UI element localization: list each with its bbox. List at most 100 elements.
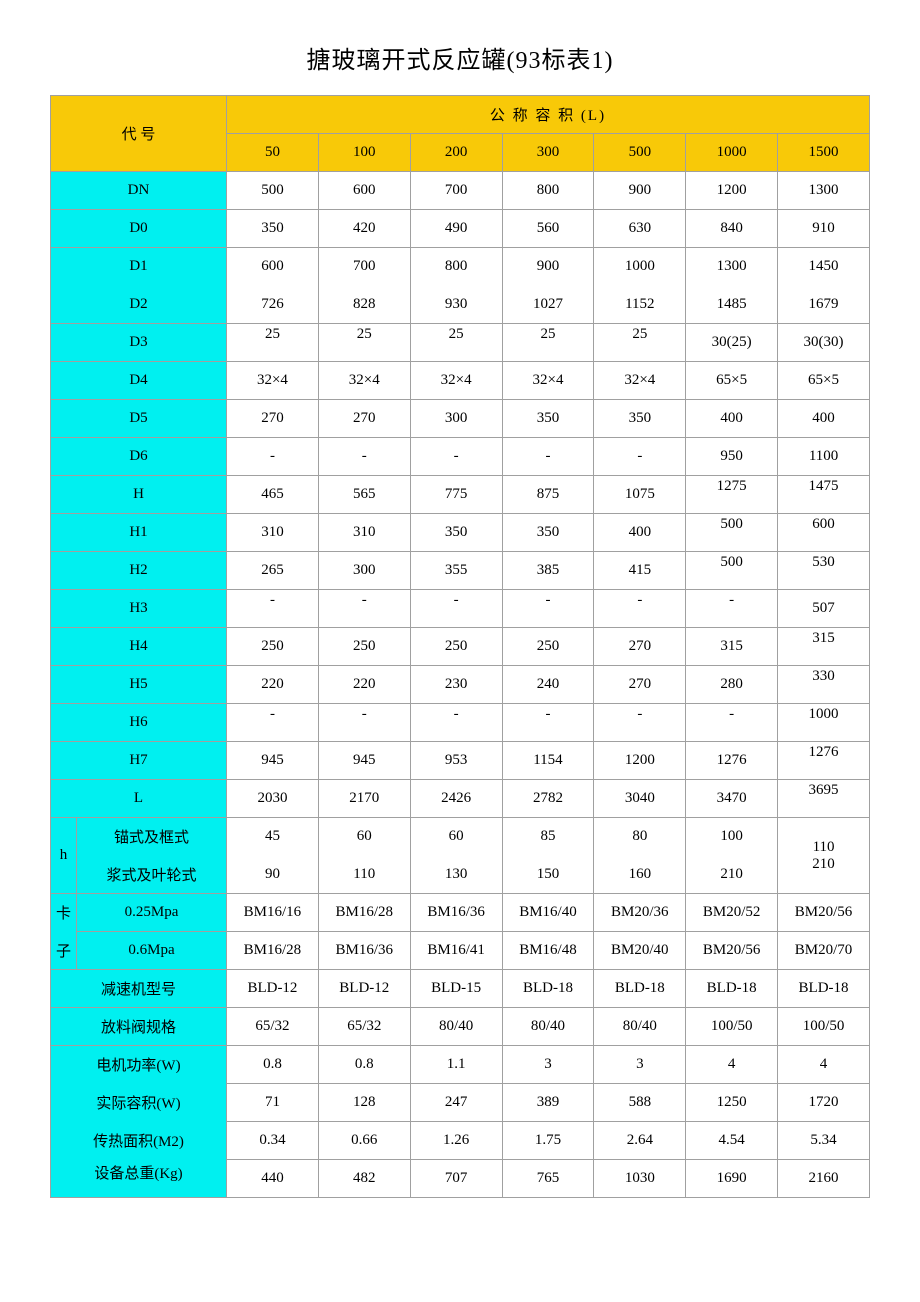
table-row: H6 ------1000 bbox=[51, 704, 870, 742]
cell: 110 bbox=[318, 856, 410, 894]
cell: - bbox=[502, 438, 594, 476]
cell: BM20/36 bbox=[594, 894, 686, 932]
cell: 4.54 bbox=[686, 1122, 778, 1160]
cell: 415 bbox=[594, 552, 686, 590]
cell: - bbox=[227, 704, 319, 742]
cell: 310 bbox=[227, 514, 319, 552]
cell: 0.8 bbox=[318, 1046, 410, 1084]
cell: 85 bbox=[502, 818, 594, 856]
table-row: h 锚式及框式 4560608580100 110210 bbox=[51, 818, 870, 856]
cell: 5.34 bbox=[778, 1122, 870, 1160]
cell: 240 bbox=[502, 666, 594, 704]
table-row: H4 250250250250270315315 bbox=[51, 628, 870, 666]
cell: 2782 bbox=[502, 780, 594, 818]
row-label: 放料阀规格 bbox=[51, 1008, 227, 1046]
cell: 220 bbox=[318, 666, 410, 704]
cell: - bbox=[227, 438, 319, 476]
row-label: DN bbox=[51, 172, 227, 210]
table-row: D1 600700800900100013001450 bbox=[51, 248, 870, 286]
cell: 1027 bbox=[502, 286, 594, 324]
cell: BM20/70 bbox=[778, 932, 870, 970]
cell: 953 bbox=[410, 742, 502, 780]
cell: 875 bbox=[502, 476, 594, 514]
cell: 355 bbox=[410, 552, 502, 590]
cell: 80/40 bbox=[502, 1008, 594, 1046]
cell: 1075 bbox=[594, 476, 686, 514]
cell: 930 bbox=[410, 286, 502, 324]
row-label: H5 bbox=[51, 666, 227, 704]
row-label: D0 bbox=[51, 210, 227, 248]
cell: 400 bbox=[686, 400, 778, 438]
cell: 25 bbox=[318, 324, 410, 362]
cell: 482 bbox=[318, 1160, 410, 1198]
cell: BM16/48 bbox=[502, 932, 594, 970]
cell: 560 bbox=[502, 210, 594, 248]
cell: 1200 bbox=[686, 172, 778, 210]
cell: BM16/28 bbox=[318, 894, 410, 932]
cell: 315 bbox=[686, 628, 778, 666]
cell: 490 bbox=[410, 210, 502, 248]
row-label: H bbox=[51, 476, 227, 514]
row-label: 传热面积(M2) bbox=[51, 1122, 227, 1160]
cell: 3 bbox=[502, 1046, 594, 1084]
cell: 265 bbox=[227, 552, 319, 590]
row-sublabel: 0.25Mpa bbox=[77, 894, 227, 932]
cell: 250 bbox=[227, 628, 319, 666]
table-row: D0 350420490560630840910 bbox=[51, 210, 870, 248]
cell: 350 bbox=[410, 514, 502, 552]
cell: 707 bbox=[410, 1160, 502, 1198]
cell: 100/50 bbox=[686, 1008, 778, 1046]
header-row-1: 代 号 公 称 容 积 (L) bbox=[51, 96, 870, 134]
cell: BM16/36 bbox=[318, 932, 410, 970]
cell: 1275 bbox=[686, 476, 778, 514]
cell: 150 bbox=[502, 856, 594, 894]
cell: 420 bbox=[318, 210, 410, 248]
cell: 1100 bbox=[778, 438, 870, 476]
vol-1500: 1500 bbox=[778, 134, 870, 172]
cell: 600 bbox=[318, 172, 410, 210]
cell: 800 bbox=[410, 248, 502, 286]
cell: 270 bbox=[594, 666, 686, 704]
cell: 1030 bbox=[594, 1160, 686, 1198]
cell: 700 bbox=[410, 172, 502, 210]
cell: 71 bbox=[227, 1084, 319, 1122]
cell: 32×4 bbox=[410, 362, 502, 400]
table-row: 放料阀规格 65/3265/3280/4080/4080/40100/50100… bbox=[51, 1008, 870, 1046]
row-label: 卡 bbox=[51, 894, 77, 932]
row-label: D2 bbox=[51, 286, 227, 324]
cell: 530 bbox=[778, 552, 870, 590]
cell: 389 bbox=[502, 1084, 594, 1122]
cell: 465 bbox=[227, 476, 319, 514]
cell: 1200 bbox=[594, 742, 686, 780]
cell: - bbox=[686, 590, 778, 628]
cell: 25 bbox=[502, 324, 594, 362]
cell: 32×4 bbox=[594, 362, 686, 400]
row-label: D1 bbox=[51, 248, 227, 286]
cell: 3 bbox=[594, 1046, 686, 1084]
cell: 300 bbox=[410, 400, 502, 438]
cell: BM20/56 bbox=[778, 894, 870, 932]
cell: 1152 bbox=[594, 286, 686, 324]
cell: 80/40 bbox=[594, 1008, 686, 1046]
cell: 726 bbox=[227, 286, 319, 324]
cell: 3470 bbox=[686, 780, 778, 818]
cell: 100 bbox=[686, 818, 778, 856]
cell: 1276 bbox=[686, 742, 778, 780]
cell: 1450 bbox=[778, 248, 870, 286]
cell: 350 bbox=[594, 400, 686, 438]
row-label: H2 bbox=[51, 552, 227, 590]
cell: - bbox=[318, 590, 410, 628]
cell: 65×5 bbox=[686, 362, 778, 400]
cell: 80/40 bbox=[410, 1008, 502, 1046]
cell: 765 bbox=[502, 1160, 594, 1198]
row-label: 子 bbox=[51, 932, 77, 970]
cell: 350 bbox=[227, 210, 319, 248]
vol-300: 300 bbox=[502, 134, 594, 172]
table-row: L 2030217024262782304034703695 bbox=[51, 780, 870, 818]
cell: 247 bbox=[410, 1084, 502, 1122]
cell: 30(30) bbox=[778, 324, 870, 362]
cell: BLD-15 bbox=[410, 970, 502, 1008]
cell: 315 bbox=[778, 628, 870, 666]
cell: 600 bbox=[778, 514, 870, 552]
cell: - bbox=[410, 704, 502, 742]
